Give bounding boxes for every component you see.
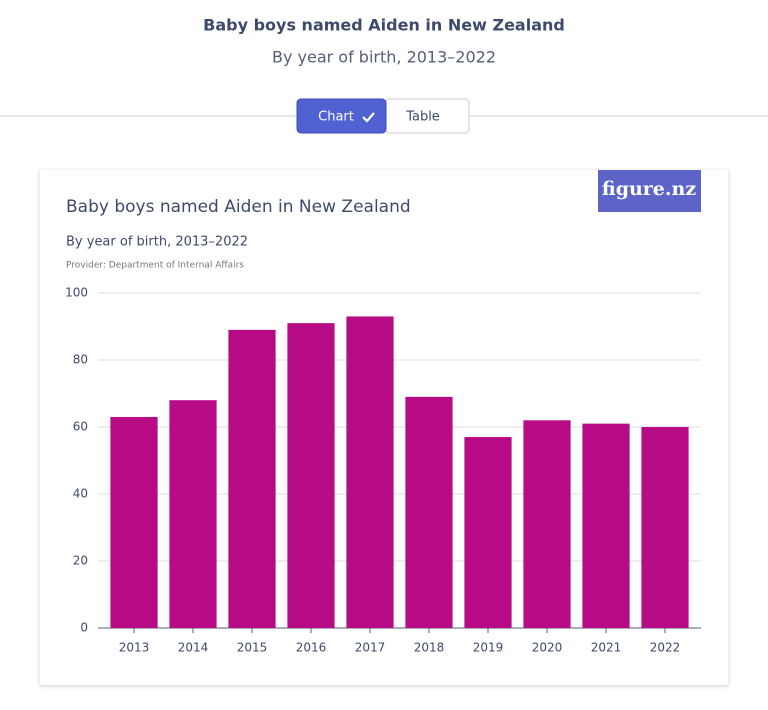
bar: [110, 416, 158, 628]
chart-subtitle: By year of birth, 2013–2022: [66, 235, 248, 250]
chart-button-label[interactable]: Chart: [318, 110, 354, 125]
y-tick-label: 40: [73, 487, 88, 501]
x-tick-label: 2015: [237, 641, 268, 655]
y-tick-label: 0: [80, 621, 88, 635]
x-tick-label: 2016: [296, 641, 327, 655]
y-tick-label: 20: [73, 554, 88, 568]
x-tick-label: 2020: [532, 641, 563, 655]
bar: [346, 316, 394, 628]
x-tick-label: 2013: [119, 641, 150, 655]
x-tick-label: 2018: [414, 641, 445, 655]
bar: [287, 323, 335, 628]
bar: [405, 396, 453, 628]
x-tick-label: 2019: [473, 641, 504, 655]
y-tick-label: 80: [73, 353, 88, 367]
check-icon: [362, 112, 375, 123]
chart-button[interactable]: [296, 98, 387, 134]
logo: figure.nz: [602, 178, 696, 200]
x-tick-label: 2022: [650, 641, 681, 655]
table-button-label[interactable]: Table: [405, 110, 440, 125]
bar: [228, 329, 276, 628]
bar: [464, 437, 512, 628]
page-subtitle: By year of birth, 2013–2022: [272, 48, 496, 67]
logo-box: [598, 170, 701, 212]
plot: 0 20 40 60 80 100 2013 2014 2015 2016 2017 2018 2019…: [65, 286, 701, 655]
bar: [169, 400, 217, 628]
x-tick-label: 2021: [591, 641, 622, 655]
y-tick-label: 100: [65, 286, 88, 300]
x-tick-label: 2017: [355, 641, 386, 655]
y-tick-label: 60: [73, 420, 88, 434]
chart-source: Provider: Department of Internal Affairs: [66, 261, 244, 271]
x-tick-label: 2014: [178, 641, 209, 655]
chart-title: Baby boys named Aiden in New Zealand: [66, 197, 411, 217]
bar: [641, 427, 689, 628]
page-title: Baby boys named Aiden in New Zealand: [203, 16, 565, 35]
bar: [523, 420, 571, 628]
bar: [582, 423, 630, 628]
